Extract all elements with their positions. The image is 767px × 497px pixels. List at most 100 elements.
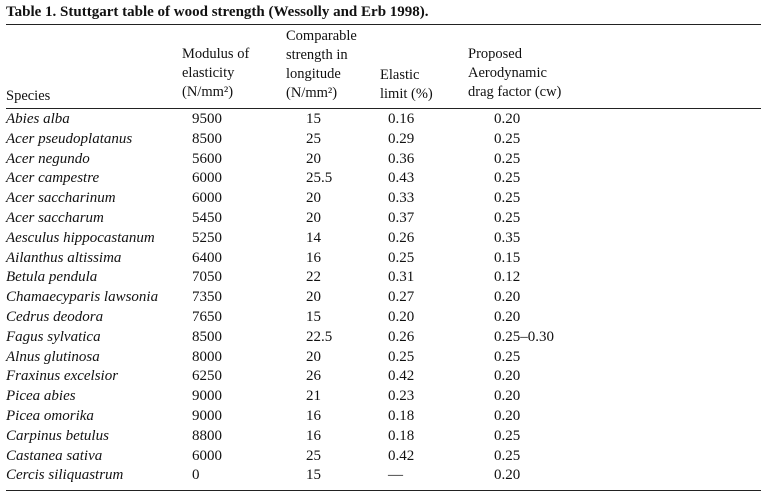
cell-modulus: 7350 [192, 289, 222, 306]
header-strength-line-2: strength in [286, 47, 348, 63]
table-row: Cedrus deodora 7650 15 0.20 0.20 [0, 308, 767, 328]
cell-elastic: 0.25 [388, 249, 415, 266]
table-row: Aesculus hippocastanum 5250 14 0.26 0.35 [0, 229, 767, 249]
header-modulus-line-3: (N/mm²) [182, 84, 234, 100]
cell-elastic: — [388, 467, 403, 484]
cell-drag: 0.20 [494, 308, 521, 325]
table-row: Alnus glutinosa 8000 20 0.25 0.25 [0, 348, 767, 368]
cell-species: Fagus sylvatica [6, 328, 101, 345]
cell-drag: 0.25 [494, 427, 521, 444]
cell-species: Acer saccharum [6, 209, 104, 226]
cell-drag: 0.20 [494, 289, 521, 306]
cell-elastic: 0.42 [388, 447, 415, 464]
cell-species: Fraxinus excelsior [6, 368, 119, 385]
cell-strength: 15 [306, 308, 321, 325]
cell-drag: 0.25 [494, 447, 521, 464]
table-row: Acer negundo 5600 20 0.36 0.25 [0, 150, 767, 170]
cell-modulus: 8500 [192, 328, 222, 345]
cell-species: Acer campestre [6, 170, 100, 187]
cell-strength: 22 [306, 269, 321, 286]
cell-strength: 20 [306, 289, 321, 306]
header-species: Species [6, 87, 50, 106]
table-row: Cercis siliquastrum 0 15 — 0.20 [0, 466, 767, 486]
cell-strength: 20 [306, 150, 321, 167]
cell-strength: 14 [306, 229, 321, 246]
header-strength-line-3: longitude [286, 66, 341, 82]
table-row: Picea abies 9000 21 0.23 0.20 [0, 387, 767, 407]
cell-drag: 0.20 [494, 368, 521, 385]
cell-modulus: 5250 [192, 229, 222, 246]
cell-strength: 25 [306, 130, 321, 147]
header-drag-line-1: Proposed [468, 46, 522, 62]
table-row: Acer pseudoplatanus 8500 25 0.29 0.25 [0, 130, 767, 150]
cell-elastic: 0.33 [388, 190, 415, 207]
cell-drag: 0.20 [494, 467, 521, 484]
cell-modulus: 6000 [192, 190, 222, 207]
table-row: Fraxinus excelsior 6250 26 0.42 0.20 [0, 367, 767, 387]
cell-drag: 0.25 [494, 348, 521, 365]
cell-elastic: 0.18 [388, 407, 415, 424]
cell-species: Acer saccharinum [6, 190, 116, 207]
header-modulus-line-2: elasticity [182, 65, 235, 81]
header-species-label: Species [6, 88, 51, 104]
cell-strength: 26 [306, 368, 321, 385]
cell-strength: 25 [306, 447, 321, 464]
cell-species: Alnus glutinosa [6, 348, 100, 365]
cell-species: Cercis siliquastrum [6, 467, 124, 484]
cell-species: Picea omorika [6, 407, 94, 424]
cell-modulus: 6250 [192, 368, 222, 385]
cell-species: Picea abies [6, 388, 76, 405]
table-row: Castanea sativa 6000 25 0.42 0.25 [0, 447, 767, 467]
table-row: Betula pendula 7050 22 0.31 0.12 [0, 268, 767, 288]
cell-drag: 0.35 [494, 229, 521, 246]
cell-modulus: 7050 [192, 269, 222, 286]
header-bottom-rule [6, 108, 761, 109]
cell-species: Carpinus betulus [6, 427, 109, 444]
cell-strength: 16 [306, 407, 321, 424]
header-strength-line-1: Comparable [286, 28, 357, 44]
cell-species: Chamaecyparis lawsonia [6, 289, 159, 306]
table-bottom-rule [6, 490, 761, 491]
cell-modulus: 8500 [192, 130, 222, 147]
table-row: Chamaecyparis lawsonia 7350 20 0.27 0.20 [0, 288, 767, 308]
cell-elastic: 0.29 [388, 130, 415, 147]
cell-drag: 0.25–0.30 [494, 328, 554, 345]
header-drag-line-2: Aerodynamic [468, 65, 547, 81]
cell-elastic: 0.42 [388, 368, 415, 385]
cell-modulus: 5600 [192, 150, 222, 167]
table-row: Fagus sylvatica 8500 22.5 0.26 0.25–0.30 [0, 328, 767, 348]
cell-modulus: 6400 [192, 249, 222, 266]
cell-elastic: 0.18 [388, 427, 415, 444]
table-title: Table 1. Stuttgart table of wood strengt… [6, 4, 429, 20]
cell-strength: 25.5 [306, 170, 333, 187]
header-drag-line-3: drag factor (cw) [468, 84, 562, 100]
cell-drag: 0.12 [494, 269, 521, 286]
cell-elastic: 0.43 [388, 170, 415, 187]
cell-strength: 15 [306, 111, 321, 127]
cell-strength: 20 [306, 209, 321, 226]
cell-species: Cedrus deodora [6, 308, 104, 325]
cell-strength: 15 [306, 467, 321, 484]
cell-elastic: 0.26 [388, 229, 415, 246]
table-row: Acer saccharum 5450 20 0.37 0.25 [0, 209, 767, 229]
cell-elastic: 0.26 [388, 328, 415, 345]
cell-elastic: 0.37 [388, 209, 415, 226]
cell-modulus: 5450 [192, 209, 222, 226]
table-row: Abies alba 9500 15 0.16 0.20 [0, 110, 767, 130]
cell-drag: 0.15 [494, 249, 521, 266]
cell-drag: 0.25 [494, 170, 521, 187]
table-top-rule [6, 24, 761, 25]
cell-drag: 0.25 [494, 130, 521, 147]
cell-species: Acer negundo [6, 150, 90, 167]
table-row: Carpinus betulus 8800 16 0.18 0.25 [0, 427, 767, 447]
cell-species: Aesculus hippocastanum [6, 229, 155, 246]
cell-strength: 20 [306, 348, 321, 365]
cell-strength: 20 [306, 190, 321, 207]
cell-modulus: 0 [192, 467, 200, 484]
header-drag-factor: Proposed Aerodynamic drag factor (cw) [468, 45, 561, 102]
cell-elastic: 0.20 [388, 308, 415, 325]
cell-species: Ailanthus altissima [6, 249, 122, 266]
cell-modulus: 9000 [192, 388, 222, 405]
table-row: Acer campestre 6000 25.5 0.43 0.25 [0, 169, 767, 189]
header-modulus: Modulus of elasticity (N/mm²) [182, 45, 249, 102]
